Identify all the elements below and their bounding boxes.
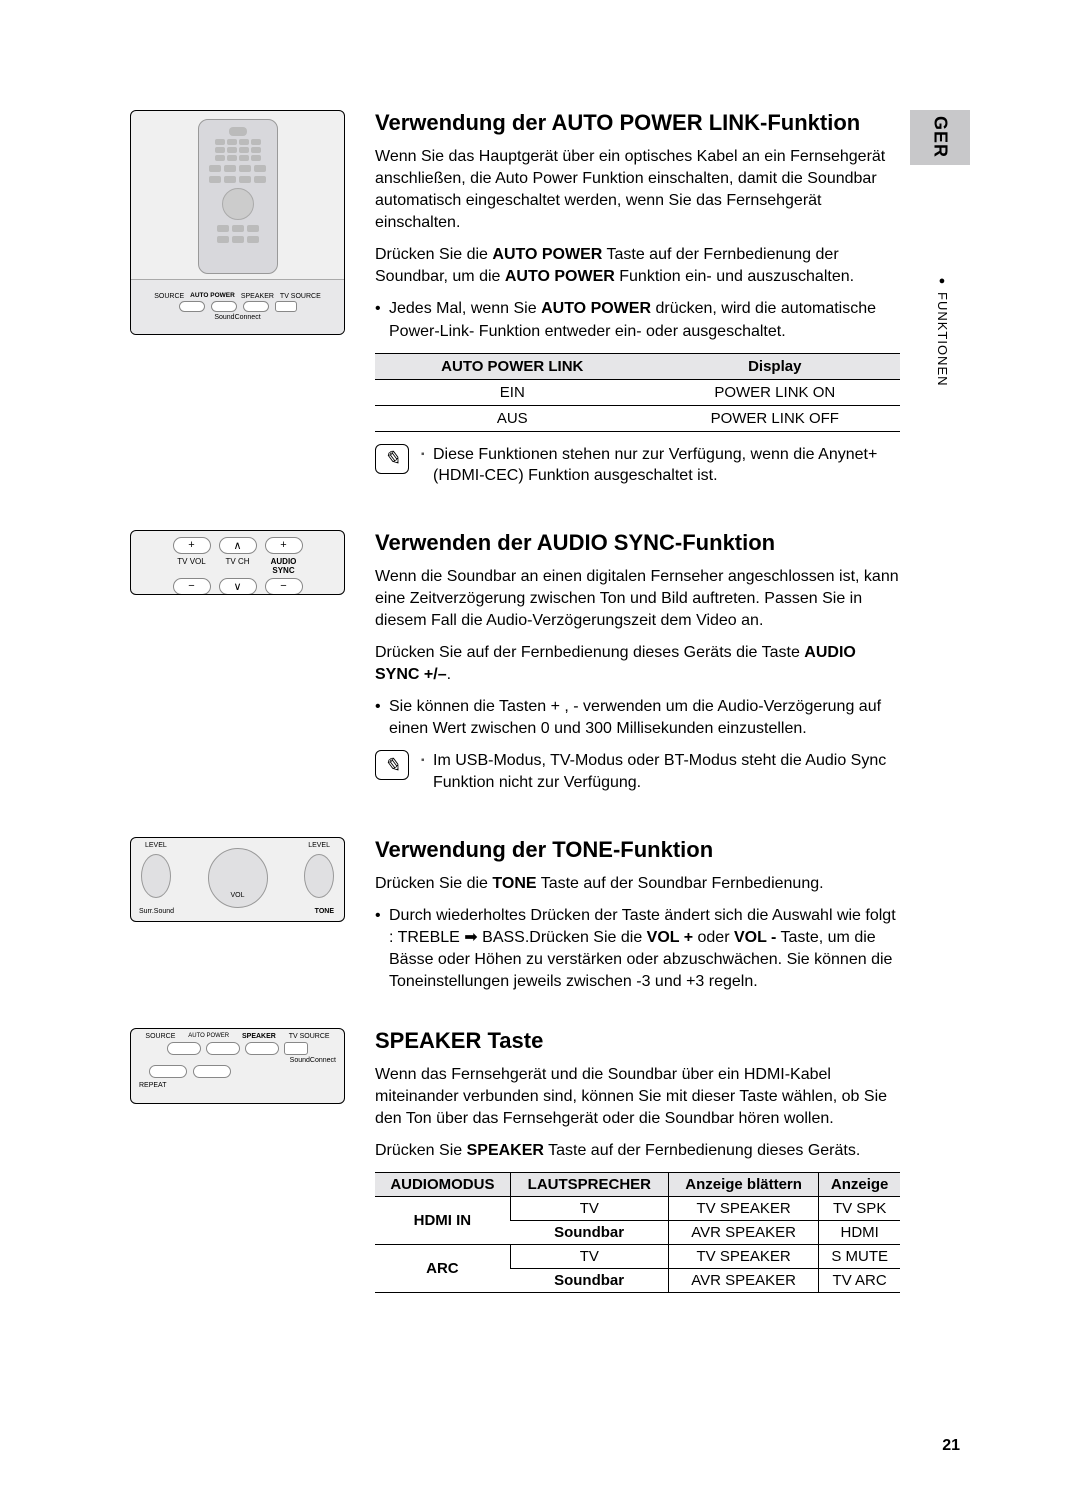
- illus-soundconnect: SoundConnect: [290, 1057, 336, 1064]
- td-smute: S MUTE: [819, 1245, 900, 1269]
- note-auto-power: ✎ Diese Funktionen stehen nur zur Verfüg…: [375, 444, 900, 487]
- th-lautsprecher: LAUTSPRECHER: [510, 1173, 668, 1197]
- panel-label-tvsource: TV SOURCE: [280, 293, 321, 300]
- th-anzeige: Anzeige: [819, 1173, 900, 1197]
- illus-label-tvvol: TV VOL: [173, 557, 211, 575]
- remote-body: [198, 119, 278, 274]
- panel-label-autopower: AUTO POWER: [190, 293, 235, 300]
- section-audio-sync: +∧+ TV VOL TV CH AUDIO SYNC −∨− Verwende…: [130, 530, 970, 812]
- speaker-illustration: SOURCE AUTO POWER SPEAKER TV SOURCE Soun…: [130, 1028, 345, 1104]
- td-tvspeaker2: TV SPEAKER: [668, 1245, 818, 1269]
- section-speaker: SOURCE AUTO POWER SPEAKER TV SOURCE Soun…: [130, 1028, 970, 1293]
- remote-illustration: SOURCE AUTO POWER SPEAKER TV SOURCE Soun…: [130, 110, 345, 335]
- auto-power-table: AUTO POWER LINKDisplay EINPOWER LINK ON …: [375, 353, 900, 432]
- illus-lab-speaker: SPEAKER: [242, 1033, 276, 1040]
- note-icon: ✎: [375, 750, 409, 780]
- note-audio-sync: ✎ Im USB-Modus, TV-Modus oder BT-Modus s…: [375, 750, 900, 793]
- td-tvarc: TV ARC: [819, 1269, 900, 1293]
- panel-label-speaker: SPEAKER: [241, 293, 274, 300]
- bullet-auto-power: Jedes Mal, wenn Sie AUTO POWER drücken, …: [375, 298, 900, 342]
- heading-audio-sync: Verwenden der AUDIO SYNC-Funktion: [375, 530, 900, 556]
- heading-auto-power: Verwendung der AUTO POWER LINK-Funktion: [375, 110, 900, 136]
- heading-speaker: SPEAKER Taste: [375, 1028, 900, 1054]
- illus-label-audiosync: AUDIO SYNC: [265, 557, 303, 575]
- td-tv2: TV: [510, 1245, 668, 1269]
- td-tvspk: TV SPK: [819, 1197, 900, 1221]
- instruction-audio-sync: Drücken Sie auf der Fernbedienung dieses…: [375, 642, 900, 686]
- audio-sync-illustration: +∧+ TV VOL TV CH AUDIO SYNC −∨−: [130, 530, 345, 595]
- th-audiomodus: AUDIOMODUS: [375, 1173, 510, 1197]
- td-avr1: AVR SPEAKER: [668, 1221, 818, 1245]
- instruction-tone: Drücken Sie die TONE Taste auf der Sound…: [375, 873, 900, 895]
- td-on: POWER LINK ON: [650, 379, 900, 405]
- remote-panel-strip: SOURCE AUTO POWER SPEAKER TV SOURCE Soun…: [131, 279, 344, 334]
- intro-auto-power: Wenn Sie das Hauptgerät über ein optisch…: [375, 146, 900, 234]
- th-apl: AUTO POWER LINK: [375, 353, 650, 379]
- td-hdmiin: HDMI IN: [375, 1197, 510, 1245]
- tone-illustration: LEVEL LEVEL VOL Surr.Sound TONE: [130, 837, 345, 922]
- panel-label-source: SOURCE: [154, 293, 184, 300]
- note-text-audio-sync: Im USB-Modus, TV-Modus oder BT-Modus ste…: [421, 750, 900, 793]
- illus-label-tvch: TV CH: [219, 557, 257, 575]
- td-soundbar1: Soundbar: [510, 1221, 668, 1245]
- heading-tone: Verwendung der TONE-Funktion: [375, 837, 900, 863]
- intro-speaker: Wenn das Fernsehgerät und die Soundbar ü…: [375, 1064, 900, 1130]
- page-number: 21: [942, 1437, 960, 1455]
- td-tv1: TV: [510, 1197, 668, 1221]
- illus-label-level-r: LEVEL: [308, 842, 330, 849]
- instruction-speaker: Drücken Sie SPEAKER Taste auf der Fernbe…: [375, 1140, 900, 1162]
- th-display: Display: [650, 353, 900, 379]
- illus-lab-tvsource: TV SOURCE: [289, 1033, 330, 1040]
- illus-label-surround: Surr.Sound: [139, 908, 174, 915]
- td-tvspeaker1: TV SPEAKER: [668, 1197, 818, 1221]
- td-aus: AUS: [375, 405, 650, 431]
- note-icon: ✎: [375, 444, 409, 474]
- manual-page: GER FUNKTIONEN SOURCE AUTO POWER: [0, 0, 1080, 1495]
- th-blattern: Anzeige blättern: [668, 1173, 818, 1197]
- illus-repeat: REPEAT: [139, 1082, 336, 1089]
- panel-footer: SoundConnect: [214, 314, 260, 321]
- bullet-audio-sync: Sie können die Tasten + , - verwenden um…: [375, 696, 900, 740]
- intro-audio-sync: Wenn die Soundbar an einen digitalen Fer…: [375, 566, 900, 632]
- language-code: GER: [930, 116, 951, 158]
- td-ein: EIN: [375, 379, 650, 405]
- instruction-auto-power: Drücken Sie die AUTO POWER Taste auf der…: [375, 244, 900, 288]
- section-auto-power: SOURCE AUTO POWER SPEAKER TV SOURCE Soun…: [130, 110, 970, 505]
- illus-label-level-l: LEVEL: [145, 842, 167, 849]
- speaker-table: AUDIOMODUS LAUTSPRECHER Anzeige blättern…: [375, 1172, 900, 1293]
- td-hdmi: HDMI: [819, 1221, 900, 1245]
- td-avr2: AVR SPEAKER: [668, 1269, 818, 1293]
- section-side-label: FUNKTIONEN: [935, 275, 950, 387]
- language-tab: GER: [910, 110, 970, 165]
- illus-lab-source: SOURCE: [145, 1033, 175, 1040]
- td-soundbar2: Soundbar: [510, 1269, 668, 1293]
- section-tone: LEVEL LEVEL VOL Surr.Sound TONE Verwendu…: [130, 837, 970, 1003]
- illus-label-tone: TONE: [315, 908, 334, 915]
- td-off: POWER LINK OFF: [650, 405, 900, 431]
- illus-label-vol: VOL: [230, 892, 244, 899]
- td-arc: ARC: [375, 1245, 510, 1293]
- illus-lab-autopower: AUTO POWER: [188, 1033, 229, 1040]
- bullet-tone: Durch wiederholtes Drücken der Taste änd…: [375, 905, 900, 993]
- note-text-auto-power: Diese Funktionen stehen nur zur Verfügun…: [421, 444, 900, 487]
